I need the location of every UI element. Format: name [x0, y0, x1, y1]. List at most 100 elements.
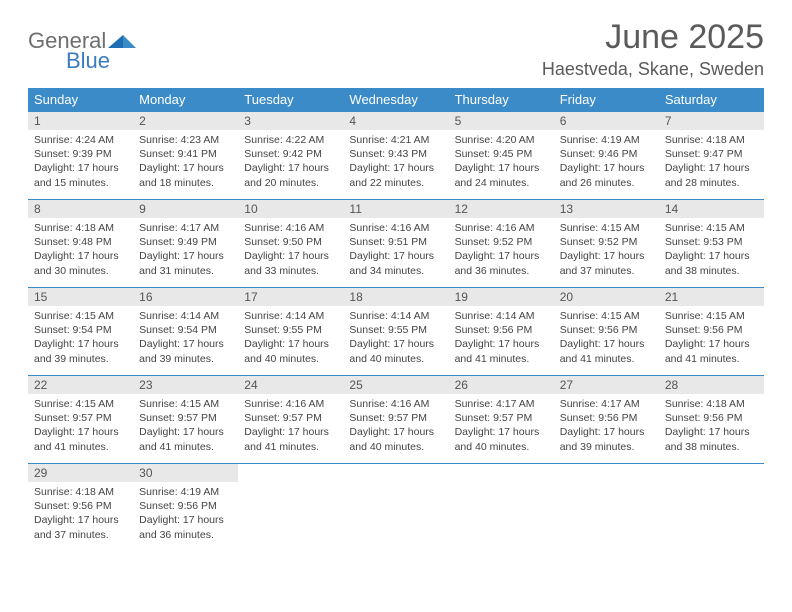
day-d1: Daylight: 17 hours: [349, 249, 442, 263]
day-sr: Sunrise: 4:18 AM: [665, 397, 758, 411]
day-body: Sunrise: 4:17 AMSunset: 9:49 PMDaylight:…: [133, 218, 238, 287]
day-ss: Sunset: 9:50 PM: [244, 235, 337, 249]
day-ss: Sunset: 9:47 PM: [665, 147, 758, 161]
day-cell: 16Sunrise: 4:14 AMSunset: 9:54 PMDayligh…: [133, 287, 238, 375]
day-sr: Sunrise: 4:18 AM: [34, 221, 127, 235]
day-body: Sunrise: 4:16 AMSunset: 9:57 PMDaylight:…: [238, 394, 343, 463]
day-cell: 18Sunrise: 4:14 AMSunset: 9:55 PMDayligh…: [343, 287, 448, 375]
day-number: 8: [28, 200, 133, 218]
day-sr: Sunrise: 4:15 AM: [665, 221, 758, 235]
day-d1: Daylight: 17 hours: [349, 161, 442, 175]
day-sr: Sunrise: 4:21 AM: [349, 133, 442, 147]
day-cell: 30Sunrise: 4:19 AMSunset: 9:56 PMDayligh…: [133, 463, 238, 551]
day-body: Sunrise: 4:17 AMSunset: 9:57 PMDaylight:…: [449, 394, 554, 463]
day-sr: Sunrise: 4:17 AM: [560, 397, 653, 411]
day-d1: Daylight: 17 hours: [244, 161, 337, 175]
day-body: Sunrise: 4:18 AMSunset: 9:56 PMDaylight:…: [659, 394, 764, 463]
day-d1: Daylight: 17 hours: [665, 161, 758, 175]
day-ss: Sunset: 9:57 PM: [139, 411, 232, 425]
day-ss: Sunset: 9:56 PM: [665, 411, 758, 425]
day-ss: Sunset: 9:46 PM: [560, 147, 653, 161]
day-body: Sunrise: 4:20 AMSunset: 9:45 PMDaylight:…: [449, 130, 554, 199]
header: GeneralBlue June 2025 Haestveda, Skane, …: [28, 18, 764, 80]
day-body: Sunrise: 4:18 AMSunset: 9:48 PMDaylight:…: [28, 218, 133, 287]
day-ss: Sunset: 9:43 PM: [349, 147, 442, 161]
day-sr: Sunrise: 4:16 AM: [244, 397, 337, 411]
dow-row: Sunday Monday Tuesday Wednesday Thursday…: [28, 88, 764, 111]
day-body: Sunrise: 4:18 AMSunset: 9:56 PMDaylight:…: [28, 482, 133, 551]
dow-mon: Monday: [133, 88, 238, 111]
day-d1: Daylight: 17 hours: [139, 425, 232, 439]
day-number: 12: [449, 200, 554, 218]
day-number: 3: [238, 112, 343, 130]
day-number: 9: [133, 200, 238, 218]
day-ss: Sunset: 9:55 PM: [349, 323, 442, 337]
day-ss: Sunset: 9:56 PM: [560, 411, 653, 425]
day-body: Sunrise: 4:14 AMSunset: 9:55 PMDaylight:…: [238, 306, 343, 375]
day-cell: 10Sunrise: 4:16 AMSunset: 9:50 PMDayligh…: [238, 199, 343, 287]
day-number: 28: [659, 376, 764, 394]
day-ss: Sunset: 9:45 PM: [455, 147, 548, 161]
day-cell: 20Sunrise: 4:15 AMSunset: 9:56 PMDayligh…: [554, 287, 659, 375]
day-sr: Sunrise: 4:16 AM: [455, 221, 548, 235]
day-body: Sunrise: 4:14 AMSunset: 9:54 PMDaylight:…: [133, 306, 238, 375]
day-d2: and 36 minutes.: [139, 528, 232, 542]
day-number: 23: [133, 376, 238, 394]
day-ss: Sunset: 9:57 PM: [34, 411, 127, 425]
day-d1: Daylight: 17 hours: [665, 425, 758, 439]
week-row: 22Sunrise: 4:15 AMSunset: 9:57 PMDayligh…: [28, 375, 764, 463]
day-d1: Daylight: 17 hours: [244, 337, 337, 351]
day-body: Sunrise: 4:15 AMSunset: 9:56 PMDaylight:…: [554, 306, 659, 375]
day-d2: and 38 minutes.: [665, 440, 758, 454]
day-d1: Daylight: 17 hours: [665, 249, 758, 263]
day-sr: Sunrise: 4:18 AM: [34, 485, 127, 499]
day-d2: and 18 minutes.: [139, 176, 232, 190]
day-d2: and 22 minutes.: [349, 176, 442, 190]
day-d1: Daylight: 17 hours: [139, 337, 232, 351]
day-sr: Sunrise: 4:15 AM: [665, 309, 758, 323]
day-sr: Sunrise: 4:19 AM: [139, 485, 232, 499]
day-sr: Sunrise: 4:14 AM: [455, 309, 548, 323]
day-body: Sunrise: 4:24 AMSunset: 9:39 PMDaylight:…: [28, 130, 133, 199]
day-d2: and 24 minutes.: [455, 176, 548, 190]
day-ss: Sunset: 9:54 PM: [139, 323, 232, 337]
day-cell: [449, 463, 554, 551]
day-ss: Sunset: 9:53 PM: [665, 235, 758, 249]
day-body: Sunrise: 4:19 AMSunset: 9:56 PMDaylight:…: [133, 482, 238, 551]
day-ss: Sunset: 9:56 PM: [560, 323, 653, 337]
week-row: 8Sunrise: 4:18 AMSunset: 9:48 PMDaylight…: [28, 199, 764, 287]
day-d2: and 28 minutes.: [665, 176, 758, 190]
day-d2: and 41 minutes.: [455, 352, 548, 366]
day-ss: Sunset: 9:56 PM: [34, 499, 127, 513]
day-cell: 5Sunrise: 4:20 AMSunset: 9:45 PMDaylight…: [449, 111, 554, 199]
day-d1: Daylight: 17 hours: [349, 425, 442, 439]
day-ss: Sunset: 9:49 PM: [139, 235, 232, 249]
day-sr: Sunrise: 4:16 AM: [349, 221, 442, 235]
day-d1: Daylight: 17 hours: [455, 337, 548, 351]
day-cell: 13Sunrise: 4:15 AMSunset: 9:52 PMDayligh…: [554, 199, 659, 287]
day-d2: and 39 minutes.: [139, 352, 232, 366]
day-number: 7: [659, 112, 764, 130]
brand-logo: GeneralBlue: [28, 18, 136, 74]
day-cell: 15Sunrise: 4:15 AMSunset: 9:54 PMDayligh…: [28, 287, 133, 375]
day-d2: and 41 minutes.: [139, 440, 232, 454]
day-d2: and 34 minutes.: [349, 264, 442, 278]
location-label: Haestveda, Skane, Sweden: [542, 59, 764, 80]
day-sr: Sunrise: 4:16 AM: [244, 221, 337, 235]
day-body: Sunrise: 4:14 AMSunset: 9:55 PMDaylight:…: [343, 306, 448, 375]
day-ss: Sunset: 9:57 PM: [455, 411, 548, 425]
title-block: June 2025 Haestveda, Skane, Sweden: [542, 18, 764, 80]
day-d1: Daylight: 17 hours: [244, 425, 337, 439]
day-d1: Daylight: 17 hours: [455, 161, 548, 175]
dow-fri: Friday: [554, 88, 659, 111]
day-number: 6: [554, 112, 659, 130]
day-sr: Sunrise: 4:20 AM: [455, 133, 548, 147]
day-body: Sunrise: 4:17 AMSunset: 9:56 PMDaylight:…: [554, 394, 659, 463]
day-sr: Sunrise: 4:17 AM: [139, 221, 232, 235]
day-cell: 25Sunrise: 4:16 AMSunset: 9:57 PMDayligh…: [343, 375, 448, 463]
day-cell: 22Sunrise: 4:15 AMSunset: 9:57 PMDayligh…: [28, 375, 133, 463]
calendar-table: Sunday Monday Tuesday Wednesday Thursday…: [28, 88, 764, 551]
day-sr: Sunrise: 4:16 AM: [349, 397, 442, 411]
day-ss: Sunset: 9:56 PM: [455, 323, 548, 337]
day-body: Sunrise: 4:15 AMSunset: 9:53 PMDaylight:…: [659, 218, 764, 287]
